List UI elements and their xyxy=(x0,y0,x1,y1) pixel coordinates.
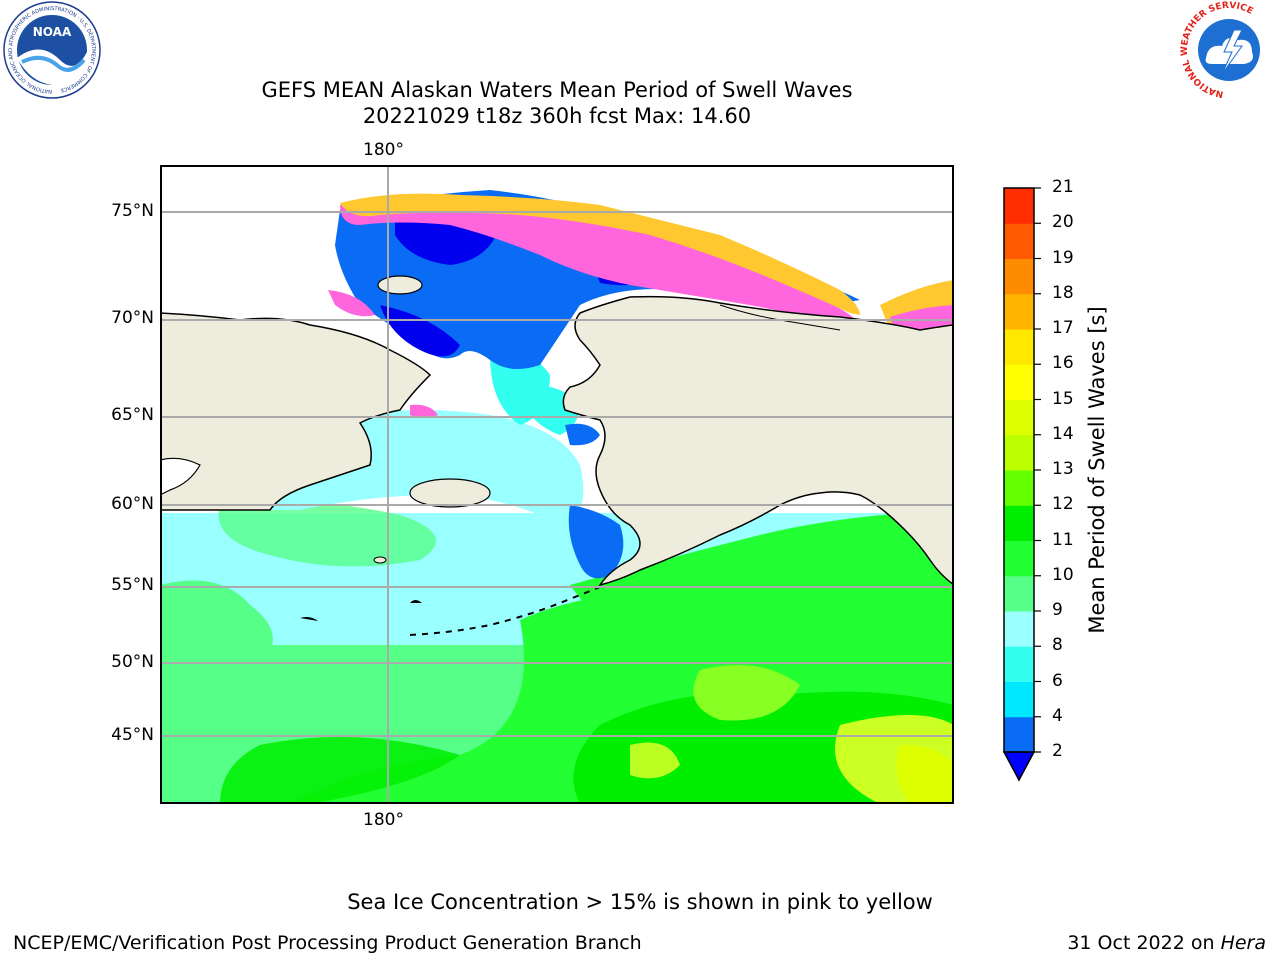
colorbar-tick-label: 4 xyxy=(1052,705,1063,726)
field-yellowgreen-patch-1 xyxy=(693,665,800,721)
colorbar-segment xyxy=(1004,364,1034,400)
colorbar-tick-label: 15 xyxy=(1052,388,1074,409)
colorbar-tick-label: 20 xyxy=(1052,212,1074,233)
map-border xyxy=(160,165,954,804)
plot-title: GEFS MEAN Alaskan Waters Mean Period of … xyxy=(0,77,1114,129)
colorbar-segment xyxy=(1004,681,1034,718)
map-canvas xyxy=(160,165,954,804)
field-bering-patch xyxy=(218,501,436,567)
colorbar-segment xyxy=(1004,470,1034,506)
colorbar-tick-label: 12 xyxy=(1052,494,1074,515)
colorbar-label-text: Mean Period of Swell Waves [s] xyxy=(1085,306,1109,634)
colorbar-tick-label: 11 xyxy=(1052,529,1074,550)
field-norton-sound xyxy=(510,384,580,435)
top-longitude-label: 180° xyxy=(363,140,404,160)
colorbar-tick-label: 10 xyxy=(1052,564,1074,585)
lat-label-65: 65°N xyxy=(111,405,154,425)
colorbar-tick-label: 6 xyxy=(1052,670,1063,691)
colorbar-tick-label: 9 xyxy=(1052,600,1063,620)
island-2 xyxy=(300,617,318,621)
colorbar-tick-label: 17 xyxy=(1052,318,1074,338)
title-line-2: 20221029 t18z 360h fcst Max: 14.60 xyxy=(362,104,752,128)
colorbar-tick-label: 8 xyxy=(1052,635,1063,656)
colorbar-label: Mean Period of Swell Waves [s] xyxy=(1085,306,1109,633)
gulf-of-anadyr-coast xyxy=(160,457,201,496)
colorbar-tick-label: 2 xyxy=(1052,741,1063,761)
field-gulf-north xyxy=(570,510,954,630)
field-sw-swell xyxy=(220,737,460,804)
colorbar-tick-label: 18 xyxy=(1052,282,1074,303)
field-yellow-patch xyxy=(896,745,954,804)
colorbar-tick-label: 21 xyxy=(1052,177,1074,197)
field-small-patch xyxy=(630,742,680,779)
noaa-logo-text: NOAA xyxy=(33,25,72,39)
footer-date: 31 Oct 2022 on xyxy=(1067,932,1221,954)
colorbar-extend-arrow xyxy=(1002,751,1036,782)
bottom-longitude-label: 180° xyxy=(363,810,404,830)
sea-ice-edge-yellow xyxy=(340,193,860,315)
sea-ice-note: Sea Ice Concentration > 15% is shown in … xyxy=(347,890,933,914)
sea-ice-chukchi-pink xyxy=(328,290,375,317)
colorbar-segment xyxy=(1004,434,1034,471)
colorbar-segment xyxy=(1004,399,1034,436)
land-alaska xyxy=(562,295,954,587)
colorbar-segment xyxy=(1004,188,1034,224)
colorbar-tick-label: 14 xyxy=(1052,423,1074,444)
st-matthew-island xyxy=(373,556,387,564)
nws-logo: NATIONAL WEATHER SERVICE xyxy=(1178,0,1280,100)
footer-host: Hera xyxy=(1220,932,1266,954)
noaa-logo: NOAA NATIONAL OCEANIC AND ATMOSPHERIC AD… xyxy=(0,0,104,100)
lat-label-55: 55°N xyxy=(111,575,154,595)
lat-label-70: 70°N xyxy=(111,308,154,328)
colorbar-segment xyxy=(1004,329,1034,365)
map-panel xyxy=(160,165,954,804)
colorbar-segment xyxy=(1004,258,1034,295)
colorbar-tick-label: 19 xyxy=(1052,247,1074,268)
field-west-patch xyxy=(160,580,273,675)
sea-ice-strait-pink xyxy=(410,404,438,418)
colorbar-segment xyxy=(1004,716,1034,753)
graticule xyxy=(160,165,954,804)
colorbar-segment xyxy=(1004,505,1034,541)
colorbar-segment xyxy=(1004,293,1034,330)
footer-right: 31 Oct 2022 on Hera xyxy=(1067,932,1266,954)
aleutian-islands xyxy=(409,586,601,636)
colorbar-segment xyxy=(1004,540,1034,577)
wrangel-island xyxy=(377,275,423,295)
island-1 xyxy=(410,600,422,603)
lat-label-50: 50°N xyxy=(111,652,154,672)
land-siberia xyxy=(160,312,432,511)
colorbar-graphic xyxy=(1002,187,1041,782)
title-line-1: GEFS MEAN Alaskan Waters Mean Period of … xyxy=(261,78,853,102)
colorbar-segment xyxy=(1004,575,1034,612)
sea-ice-edge-pink xyxy=(340,198,860,325)
colorbar xyxy=(1000,185,1050,785)
lat-label-75: 75°N xyxy=(111,201,154,221)
lat-label-45: 45°N xyxy=(111,725,154,745)
st-lawrence-island xyxy=(409,478,491,508)
colorbar-tick-label: 13 xyxy=(1052,459,1074,479)
field-norton-blue xyxy=(565,423,600,446)
field-bristol-bay xyxy=(568,505,624,579)
footer-left: NCEP/EMC/Verification Post Processing Pr… xyxy=(13,932,642,954)
colorbar-tick-label: 16 xyxy=(1052,353,1074,374)
colorbar-segment xyxy=(1004,223,1034,259)
field-chukchi-dark-2 xyxy=(380,305,460,357)
colorbar-segment xyxy=(1004,611,1034,647)
lat-label-60: 60°N xyxy=(111,494,154,514)
colorbar-segment xyxy=(1004,646,1034,682)
